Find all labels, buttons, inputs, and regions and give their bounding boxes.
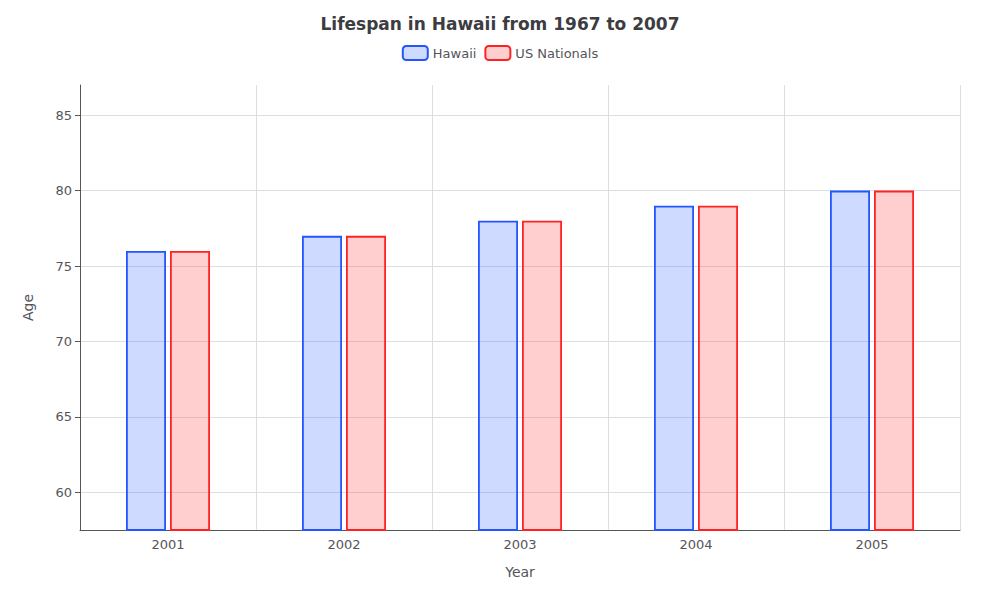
svg-text:2003: 2003 xyxy=(503,537,536,552)
svg-text:65: 65 xyxy=(55,409,72,424)
svg-text:80: 80 xyxy=(55,183,72,198)
svg-text:Hawaii: Hawaii xyxy=(433,46,477,61)
svg-text:2004: 2004 xyxy=(679,537,712,552)
svg-text:70: 70 xyxy=(55,334,72,349)
svg-text:2001: 2001 xyxy=(151,537,184,552)
svg-text:US Nationals: US Nationals xyxy=(515,46,598,61)
svg-text:Age: Age xyxy=(20,294,36,321)
svg-text:75: 75 xyxy=(55,259,72,274)
svg-text:85: 85 xyxy=(55,108,72,123)
svg-text:2005: 2005 xyxy=(855,537,888,552)
svg-text:Year: Year xyxy=(504,564,535,580)
svg-text:Lifespan in Hawaii from 1967 t: Lifespan in Hawaii from 1967 to 2007 xyxy=(320,14,679,34)
svg-text:60: 60 xyxy=(55,485,72,500)
svg-text:2002: 2002 xyxy=(327,537,360,552)
